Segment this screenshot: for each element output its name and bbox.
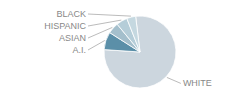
svg-text:A.I.: A.I. xyxy=(72,45,86,55)
svg-text:WHITE: WHITE xyxy=(183,78,212,88)
svg-text:HISPANIC: HISPANIC xyxy=(44,21,86,31)
svg-text:ASIAN: ASIAN xyxy=(59,33,86,43)
svg-text:BLACK: BLACK xyxy=(56,9,86,19)
